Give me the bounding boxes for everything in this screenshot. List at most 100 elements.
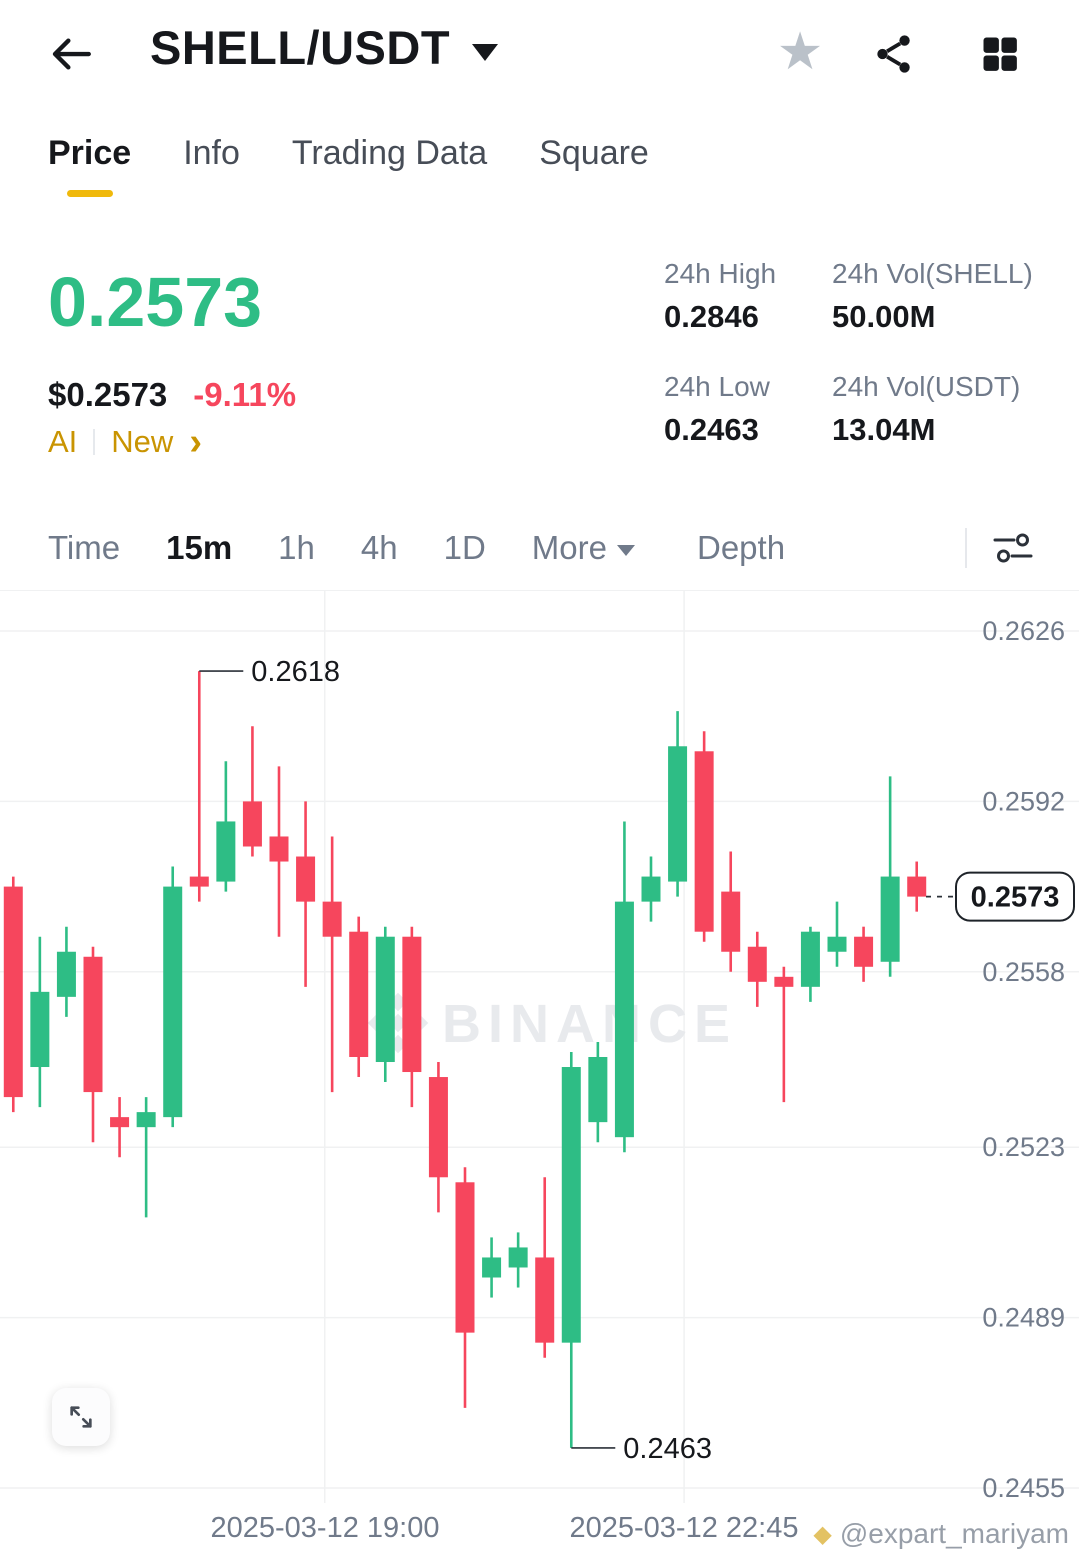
- svg-text:0.2618: 0.2618: [251, 656, 340, 688]
- candle: [375, 936, 395, 1063]
- tab-label: Trading Data: [291, 134, 488, 172]
- tab-active-underline: [367, 190, 413, 197]
- tab-info[interactable]: Info: [183, 134, 240, 197]
- candle: [774, 976, 794, 987]
- candle: [641, 876, 661, 902]
- stat-24h-vol-shell-: 24h Vol(SHELL) 50.00M: [832, 258, 1033, 335]
- candle: [428, 1077, 448, 1178]
- stat-label: 24h Low: [664, 371, 770, 402]
- candle: [349, 931, 369, 1057]
- share-button[interactable]: [866, 26, 922, 82]
- depth-tab[interactable]: Depth: [696, 529, 786, 566]
- candle: [189, 876, 209, 887]
- tab-square[interactable]: Square: [539, 134, 649, 197]
- tab-active-underline: [189, 190, 235, 197]
- candle: [482, 1257, 502, 1278]
- candle: [216, 821, 236, 882]
- toolbar-right: [965, 518, 1039, 578]
- ai-tag[interactable]: AI: [48, 424, 78, 459]
- chart-settings-button[interactable]: [987, 522, 1039, 574]
- chevron-down-icon: [616, 545, 635, 556]
- candle: [56, 951, 76, 997]
- top-bar: SHELL/USDT ★: [0, 0, 1079, 112]
- interval-4h[interactable]: 4h: [360, 529, 398, 566]
- candle: [747, 946, 767, 982]
- price-change-percent: -9.11%: [193, 376, 297, 413]
- pair-title: SHELL/USDT: [150, 21, 451, 74]
- y-axis-label: 0.2489: [982, 1303, 1065, 1333]
- candle: [535, 1257, 555, 1343]
- favorite-button[interactable]: ★: [770, 22, 830, 82]
- candle: [163, 886, 183, 1118]
- token-tags-row[interactable]: AI New ›: [48, 423, 202, 461]
- stat-label: 24h Vol(USDT): [832, 371, 1021, 402]
- price-chart[interactable]: BINANCE 0.2618 0.2463 0.2626 0.2592 0.2558 0.2…: [0, 590, 1079, 1503]
- watermark-credit: ◆ @expart_mariyam: [813, 1518, 1069, 1550]
- y-axis-label: 0.2592: [982, 786, 1065, 816]
- interval-1h[interactable]: 1h: [278, 529, 315, 566]
- divider: [965, 528, 967, 568]
- candle: [508, 1247, 528, 1268]
- back-button[interactable]: [42, 26, 98, 82]
- candle: [30, 991, 50, 1068]
- svg-text:0.2463: 0.2463: [623, 1433, 712, 1465]
- credit-handle: @expart_mariyam: [839, 1518, 1069, 1549]
- current-price-marker: 0.2573: [926, 871, 1079, 922]
- tab-bar: Price Info Trading Data Square: [48, 134, 649, 197]
- interval-15m[interactable]: 15m: [166, 529, 233, 566]
- new-tag[interactable]: New: [111, 424, 174, 459]
- candles-layer: [3, 671, 927, 1448]
- candle: [110, 1117, 130, 1128]
- candle: [694, 751, 714, 932]
- candle: [3, 886, 23, 1098]
- binance-watermark: BINANCE: [367, 992, 737, 1054]
- star-icon: ★: [776, 23, 824, 81]
- tab-active-underline: [571, 190, 617, 197]
- tab-trading-data[interactable]: Trading Data: [292, 134, 487, 197]
- candlestick-chart: BINANCE 0.2618 0.2463 0.2626 0.2592 0.2558 0.2…: [0, 591, 1079, 1503]
- interval-1d[interactable]: 1D: [443, 529, 486, 566]
- interval-toolbar: Time 15m 1h 4h 1D More Depth: [48, 518, 1039, 578]
- chevron-down-icon: [472, 44, 499, 61]
- more-intervals-button[interactable]: More: [532, 529, 635, 567]
- candle: [455, 1182, 475, 1333]
- stat-value: 50.00M: [832, 299, 936, 334]
- price-annotations: 0.2618 0.2463: [199, 656, 712, 1465]
- y-axis-label: 0.2558: [982, 957, 1065, 987]
- stat-24h-vol-usdt-: 24h Vol(USDT) 13.04M: [832, 371, 1033, 448]
- interval-time[interactable]: Time: [48, 529, 121, 566]
- stat-value: 0.2463: [664, 412, 759, 447]
- candle: [242, 801, 262, 847]
- candle: [800, 931, 820, 987]
- tag-divider: [93, 429, 96, 455]
- fiat-price: $0.2573: [48, 376, 168, 413]
- candle: [402, 936, 422, 1073]
- tab-label: Square: [539, 134, 649, 172]
- tab-active-underline: [66, 190, 113, 197]
- y-axis-label: 0.2523: [982, 1132, 1065, 1162]
- expand-chart-button[interactable]: [52, 1388, 110, 1446]
- candle: [561, 1067, 581, 1343]
- svg-text:BINANCE: BINANCE: [442, 994, 737, 1054]
- candle: [614, 901, 634, 1138]
- stat-24h-high: 24h High 0.2846: [664, 258, 832, 335]
- tab-price[interactable]: Price: [48, 134, 131, 197]
- stat-value: 0.2846: [664, 299, 759, 334]
- share-icon: [877, 35, 910, 73]
- grid-icon: [983, 37, 1017, 71]
- pair-selector[interactable]: SHELL/USDT: [150, 20, 499, 75]
- tab-label: Info: [183, 134, 240, 172]
- candle: [296, 856, 316, 902]
- stat-label: 24h High: [664, 258, 777, 289]
- svg-text:0.2573: 0.2573: [971, 882, 1060, 914]
- candle: [854, 936, 874, 967]
- expand-icon: [70, 1406, 92, 1428]
- market-stats: 24h High 0.2846 24h Vol(SHELL) 50.00M 24h Lo…: [664, 258, 1033, 448]
- stat-24h-low: 24h Low 0.2463: [664, 371, 832, 448]
- x-axis-label: 2025-03-12 22:45: [569, 1512, 799, 1544]
- layout-grid-button[interactable]: [972, 26, 1028, 82]
- candle: [136, 1112, 156, 1128]
- y-axis-label: 0.2455: [982, 1473, 1065, 1503]
- x-axis-label: 2025-03-12 19:00: [210, 1512, 440, 1544]
